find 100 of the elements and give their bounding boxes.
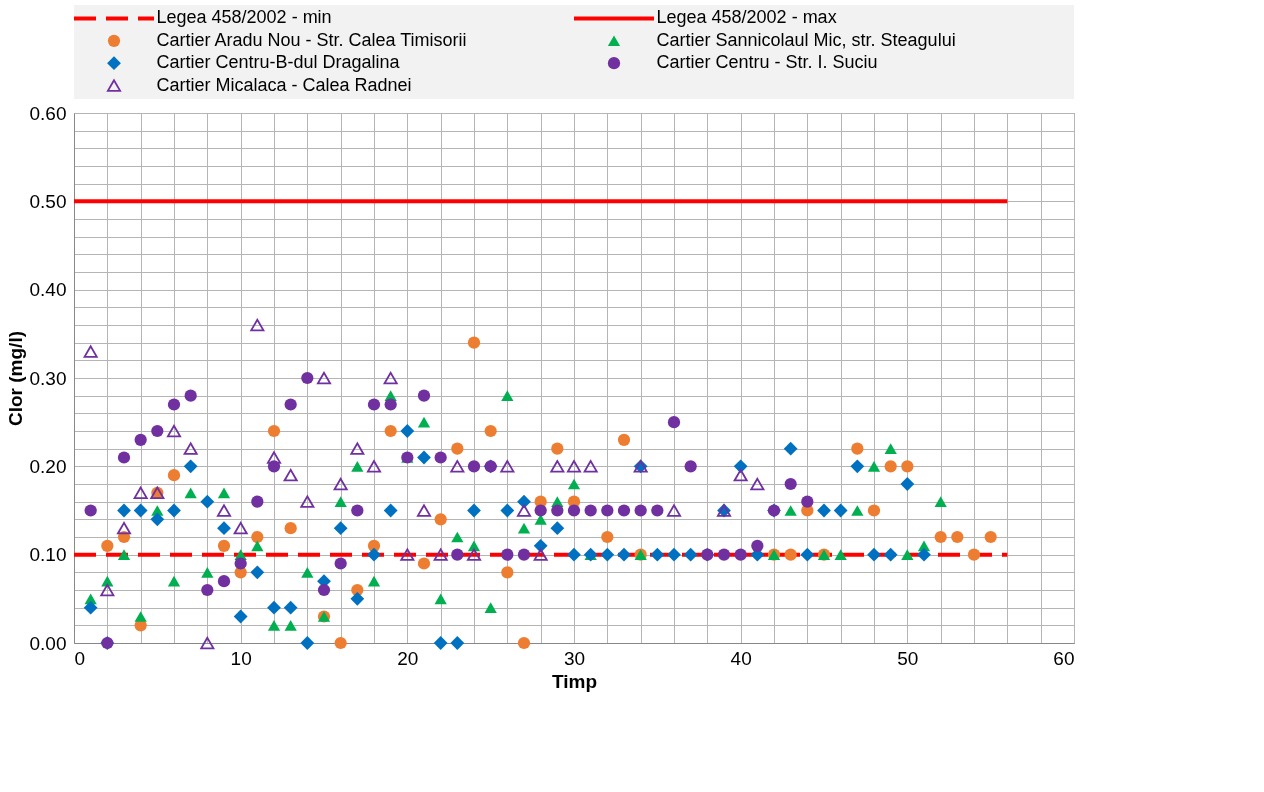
point	[517, 522, 531, 534]
point	[451, 531, 464, 543]
y-tick-label: 0.60	[29, 102, 67, 124]
point	[283, 468, 298, 482]
point	[100, 583, 115, 597]
point	[517, 636, 531, 650]
point	[651, 504, 664, 517]
point	[217, 539, 231, 552]
point	[334, 557, 347, 570]
point	[567, 504, 581, 517]
point	[850, 459, 865, 474]
legend-label: Cartier Aradu Nou - Str. Calea Timisorii	[156, 29, 467, 50]
point	[417, 416, 431, 428]
point	[117, 549, 131, 560]
point	[433, 548, 448, 561]
point	[550, 460, 565, 473]
point	[451, 548, 464, 561]
point	[167, 398, 181, 411]
point	[216, 504, 232, 517]
point	[251, 530, 264, 544]
point	[867, 504, 881, 517]
point	[667, 547, 681, 562]
point	[901, 549, 914, 560]
x-tick-label: 20	[397, 647, 419, 669]
point	[167, 469, 181, 482]
point	[550, 521, 565, 536]
point	[567, 478, 581, 490]
point	[833, 503, 848, 518]
point	[300, 636, 315, 650]
point	[167, 503, 181, 518]
point	[433, 636, 448, 650]
point	[200, 494, 215, 509]
point	[567, 547, 581, 562]
point	[851, 442, 864, 455]
point	[150, 512, 165, 527]
point	[367, 398, 381, 411]
x-tick-label: 0	[74, 647, 86, 669]
point	[316, 371, 332, 385]
point	[734, 548, 747, 561]
y-tick-label: 0.40	[29, 279, 67, 301]
point	[350, 442, 365, 455]
point	[783, 441, 798, 456]
point	[884, 443, 897, 454]
point	[367, 575, 381, 587]
point	[333, 477, 348, 491]
point	[101, 539, 114, 552]
y-tick-label: 0.10	[29, 544, 67, 566]
point	[451, 442, 464, 455]
point	[667, 416, 681, 429]
point	[250, 318, 265, 332]
point	[151, 424, 164, 438]
y-tick-label: 0.00	[29, 632, 67, 654]
point	[500, 460, 515, 473]
point	[233, 521, 248, 535]
point	[484, 602, 497, 613]
point	[501, 566, 514, 579]
point	[117, 530, 131, 544]
point	[250, 565, 265, 580]
point	[566, 460, 582, 473]
legend-label: Legea 458/2002 - max	[656, 7, 837, 28]
point	[133, 486, 148, 500]
point	[200, 636, 215, 650]
point	[184, 389, 197, 402]
x-tick-label: 50	[897, 647, 919, 669]
point	[334, 496, 347, 507]
point	[301, 371, 314, 385]
point	[617, 504, 631, 517]
point	[601, 504, 614, 517]
point	[650, 547, 665, 562]
point	[267, 620, 281, 631]
point	[384, 424, 397, 438]
point	[434, 593, 447, 605]
point	[117, 451, 131, 464]
point	[800, 547, 815, 562]
point	[900, 477, 915, 491]
point	[733, 468, 748, 482]
point	[583, 460, 598, 473]
point	[284, 522, 297, 535]
point	[434, 513, 447, 526]
point	[501, 390, 514, 401]
point	[267, 600, 281, 615]
point	[501, 548, 514, 561]
point	[367, 547, 381, 562]
point	[217, 487, 231, 499]
point	[600, 547, 615, 562]
y-tick-label: 0.20	[29, 455, 67, 477]
x-tick-label: 40	[730, 647, 752, 669]
point	[484, 424, 497, 438]
point	[516, 504, 532, 517]
point	[134, 611, 147, 622]
point	[634, 504, 647, 517]
y-tick-label: 0.30	[29, 367, 67, 389]
point	[500, 503, 515, 518]
point	[666, 504, 682, 517]
point	[434, 451, 447, 464]
point	[133, 503, 148, 518]
point	[750, 477, 765, 491]
point	[284, 620, 297, 631]
point	[117, 503, 131, 518]
point	[234, 557, 247, 570]
